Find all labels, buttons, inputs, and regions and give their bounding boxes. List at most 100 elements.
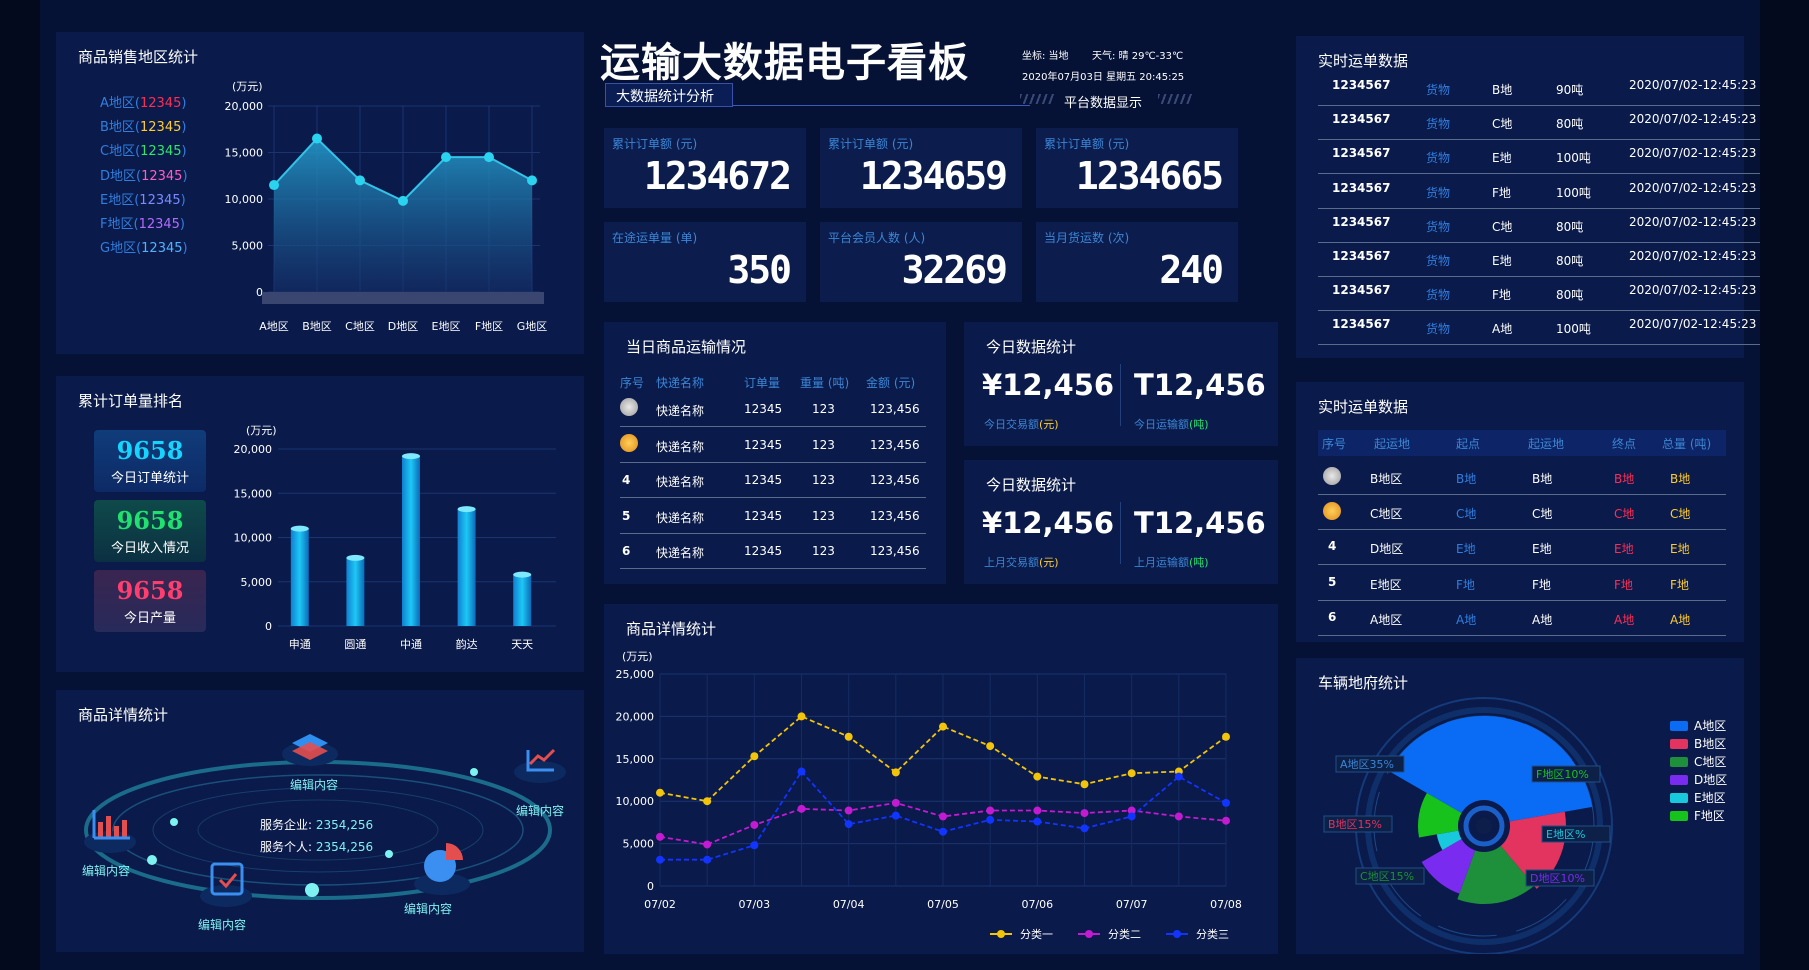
region-legend-item: C地区(12345)	[100, 140, 187, 159]
region-legend-value: 12345	[141, 168, 183, 184]
medal-icon	[620, 433, 638, 452]
stats-divider	[1120, 364, 1121, 426]
area-point	[441, 152, 451, 163]
rank-cell: 5	[1328, 574, 1337, 589]
start-cell: B地	[1456, 472, 1477, 486]
money-unit: (元)	[1039, 556, 1059, 569]
weight-cell: 123	[812, 473, 835, 487]
orbit-dot	[305, 883, 319, 897]
tons-unit: (吨)	[1189, 556, 1209, 569]
bar	[457, 509, 476, 626]
col-header: 起点	[1456, 437, 1481, 451]
y-axis-unit: (万元)	[622, 650, 653, 663]
order-area: E地	[1492, 151, 1512, 166]
orbit-dot	[385, 850, 393, 858]
panel-title: 实时运单数据	[1318, 52, 1409, 70]
medal-icon	[620, 398, 638, 416]
legend-label: E地区	[1694, 791, 1726, 805]
legend-paren: (	[134, 120, 140, 136]
orbit-ring	[152, 787, 484, 873]
order-time: 2020/07/02-12:45:23	[1629, 112, 1757, 127]
legend-label: 分类二	[1108, 927, 1141, 941]
rank-cell: 5	[622, 508, 631, 523]
kpi-value: 350	[727, 248, 792, 292]
legend-swatch	[1670, 757, 1688, 767]
pie-label-box	[1335, 755, 1405, 773]
table-row: 快递名称 12345 123 123,456	[620, 428, 926, 463]
pie-label: A地区35%	[1340, 758, 1394, 771]
pie-label: F地区10%	[1536, 768, 1589, 781]
col-header: 序号	[620, 376, 645, 390]
series-point	[844, 732, 853, 741]
kpi-label: 累计订单额 (元)	[612, 137, 698, 151]
service-company-label: 服务企业:	[260, 818, 313, 832]
legend-paren: (	[134, 192, 140, 208]
series-point	[1222, 732, 1230, 741]
region-legend-value: 12345	[140, 120, 182, 136]
list-item: 1234567 货物 E地 80吨 2020/07/02-12:45:23	[1318, 243, 1760, 277]
x-tick-label: 圆通	[344, 638, 366, 651]
x-tick-label: 07/05	[927, 898, 959, 911]
series-point	[750, 820, 759, 829]
orders-cell: 12345	[744, 508, 783, 523]
tons-value: T12,456	[1134, 368, 1266, 402]
legend-label: 分类三	[1196, 927, 1229, 941]
name-cell: 快递名称	[656, 475, 705, 489]
order-id: 1234567	[1332, 78, 1391, 92]
header-platform: 平台数据显示	[1064, 96, 1143, 111]
from-cell: B地区	[1370, 472, 1403, 486]
order-area: B地	[1492, 83, 1513, 97]
x-tick-label: 07/02	[644, 898, 676, 911]
y-tick-label: 15,000	[234, 487, 273, 500]
y-tick-label: 20,000	[234, 443, 273, 456]
series-point	[939, 812, 947, 821]
y-tick-label: 0	[647, 880, 654, 893]
legend-paren: )	[182, 241, 188, 257]
from-cell: D地区	[1370, 542, 1404, 557]
start-cell: F地	[1456, 577, 1475, 592]
tons-caption: 上月运输额(吨)	[1134, 554, 1209, 570]
orbit-label: 编辑内容	[198, 918, 247, 932]
amount-cell: 123,456	[870, 508, 920, 523]
panel-route-table: 实时运单数据 序号 起运地 起点 起运地 终点 总量 (吨) B地区 B地 B地 B地…	[1296, 382, 1744, 642]
stripes-right	[1158, 94, 1192, 104]
order-area: C地	[1492, 117, 1513, 132]
y-tick-label: 5,000	[241, 576, 273, 589]
rank-cell: 4	[1328, 539, 1337, 554]
weight-cell: 123	[812, 508, 835, 523]
orbit-dot	[170, 818, 178, 826]
stripes-left	[1020, 94, 1054, 104]
table-row: 6 快递名称 12345 123 123,456	[620, 534, 926, 569]
legend-paren: )	[180, 192, 186, 208]
panel-today-stats: 今日数据统计 ¥12,456 今日交易额(元) T12,456 今日运输额(吨)	[964, 322, 1278, 446]
region-legend-value: 12345	[141, 241, 183, 257]
series-point	[797, 767, 806, 776]
y-tick-label: 15,000	[225, 147, 264, 160]
legend-swatch	[1670, 793, 1688, 803]
x-tick-label: 07/04	[833, 898, 865, 911]
panel-realtime-orders: 实时运单数据 1234567 货物 B地 90吨 2020/07/02-12:45:23…	[1296, 36, 1760, 358]
end-cell: B地	[1614, 472, 1635, 486]
list-item: 1234567 货物 C地 80吨 2020/07/02-12:45:23	[1318, 106, 1760, 141]
order-weight: 100吨	[1556, 322, 1591, 337]
name-cell: 快递名称	[656, 439, 705, 454]
legend-paren: )	[181, 96, 187, 111]
amount-cell: 123,456	[870, 473, 920, 487]
legend-paren: (	[133, 217, 139, 232]
region-legend-item: B地区(12345)	[100, 116, 186, 135]
name-cell: 快递名称	[656, 404, 705, 418]
order-area: F地	[1492, 185, 1511, 200]
pie-chart-icon	[414, 843, 470, 895]
region-area-chart: (万元) 0 5,000 10,000 15,000 20,000 A地区 B地区 C地区 D地区…	[225, 80, 548, 333]
list-item: 1234567 货物 F地 80吨 2020/07/02-12:45:23	[1318, 277, 1760, 312]
kpi-label: 平台会员人数 (人)	[828, 231, 926, 245]
y-tick-label: 0	[265, 620, 272, 633]
area-point	[355, 175, 365, 186]
rank-label: 今日订单统计	[110, 471, 189, 486]
money-caption: 今日交易额(元)	[984, 416, 1059, 432]
panel-title: 商品详情统计	[626, 620, 717, 638]
table-row: 5 E地区 F地 F地 F地 F地	[1318, 566, 1726, 601]
name-cell: 快递名称	[656, 546, 705, 560]
panel-detail-orbit: 商品详情统计 编辑内容 编辑内容 编辑内容 编辑内容 编辑内容 服务企业: 23…	[56, 690, 584, 952]
orders-cell: 12345	[744, 402, 783, 416]
